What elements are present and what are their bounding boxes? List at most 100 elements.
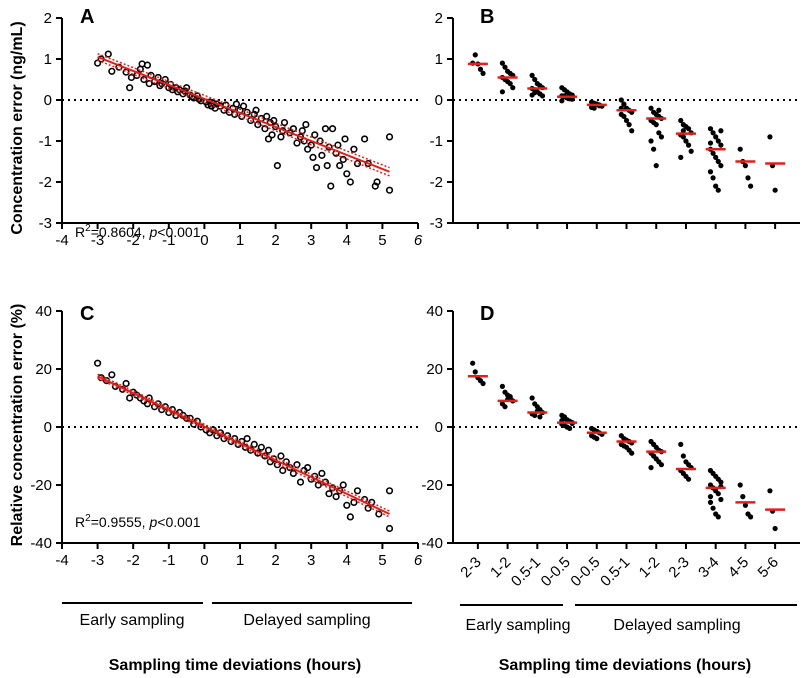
data-point-b bbox=[653, 163, 659, 169]
data-point-a bbox=[280, 118, 289, 127]
data-point-b bbox=[713, 134, 719, 140]
y-tick-label-d: -40 bbox=[421, 535, 443, 552]
y-tick-label-c: 40 bbox=[35, 303, 52, 320]
data-point-c bbox=[353, 487, 362, 495]
data-point-b bbox=[715, 138, 721, 144]
data-point-b bbox=[621, 101, 627, 107]
data-point-a bbox=[252, 106, 260, 114]
data-point-b bbox=[532, 90, 538, 96]
data-point-a bbox=[311, 131, 319, 139]
data-point-a bbox=[346, 178, 354, 186]
data-point-a bbox=[336, 162, 344, 170]
data-point-d bbox=[740, 494, 746, 500]
ci-upper-line-a bbox=[97, 52, 390, 169]
x-tick-label-c: 2 bbox=[271, 552, 279, 569]
y-tick-label-a: 2 bbox=[44, 10, 52, 27]
x-tick-label-c: 3 bbox=[307, 552, 315, 569]
data-point-b bbox=[707, 126, 714, 132]
data-point-c bbox=[314, 481, 322, 489]
data-point-b bbox=[685, 142, 692, 148]
data-point-c bbox=[385, 487, 394, 495]
data-point-b bbox=[472, 52, 478, 58]
x-tick-label-c: 4 bbox=[343, 552, 351, 569]
data-point-a bbox=[307, 141, 315, 149]
x-tick-label-c: -1 bbox=[162, 552, 175, 569]
data-point-d bbox=[658, 462, 665, 468]
data-point-b bbox=[678, 154, 684, 160]
ci-lower-line-a bbox=[97, 59, 390, 177]
data-point-a bbox=[108, 67, 116, 75]
regression-line-c bbox=[97, 375, 390, 515]
data-point-a bbox=[353, 159, 362, 168]
data-point-c bbox=[304, 464, 312, 472]
data-point-a bbox=[373, 178, 381, 186]
x-tick-label-a: -2 bbox=[127, 232, 140, 249]
data-point-a bbox=[350, 145, 358, 153]
data-point-b bbox=[656, 130, 662, 136]
data-point-d bbox=[718, 479, 724, 485]
data-point-c bbox=[277, 452, 285, 460]
data-point-c bbox=[385, 524, 394, 533]
data-point-a bbox=[385, 133, 394, 141]
y-tick-label-b: -1 bbox=[430, 133, 443, 150]
data-point-c bbox=[122, 379, 130, 388]
data-point-b bbox=[629, 128, 635, 134]
annotation-r2-c: R2=0.9555, p<0.001 bbox=[75, 513, 201, 530]
y-axis-title-bottom: Relative concentration error (%) bbox=[9, 304, 26, 547]
data-point-b bbox=[680, 128, 686, 134]
data-point-b bbox=[715, 187, 721, 193]
panel-label-b: B bbox=[480, 6, 494, 28]
data-point-b bbox=[559, 98, 565, 104]
data-point-d bbox=[502, 404, 508, 410]
data-point-a bbox=[298, 127, 306, 135]
x-tick-label-a: -3 bbox=[91, 232, 104, 249]
data-point-b bbox=[480, 70, 486, 76]
data-point-d bbox=[737, 482, 743, 488]
data-point-d bbox=[472, 369, 478, 375]
data-point-d bbox=[742, 502, 749, 508]
data-point-c bbox=[343, 501, 351, 509]
data-point-a bbox=[232, 100, 241, 108]
category-label-d: 2-3 bbox=[457, 554, 484, 581]
data-point-b bbox=[648, 138, 654, 144]
category-label-d: 0.5-1 bbox=[597, 554, 633, 590]
x-tick-label-a: 3 bbox=[307, 232, 315, 249]
x-tick-label-c: -2 bbox=[127, 552, 140, 569]
data-point-b bbox=[529, 72, 535, 78]
data-point-b bbox=[745, 175, 751, 181]
data-point-a bbox=[270, 116, 278, 125]
data-point-a bbox=[273, 162, 281, 170]
x-tick-label-a: 4 bbox=[343, 232, 351, 249]
data-point-d bbox=[678, 441, 684, 447]
data-point-c bbox=[364, 504, 372, 512]
data-point-a bbox=[239, 102, 248, 110]
category-label-d: 3-4 bbox=[695, 554, 722, 581]
data-point-b bbox=[713, 183, 719, 189]
ci-upper-line-c bbox=[97, 373, 390, 512]
data-point-b bbox=[715, 158, 721, 165]
data-point-a bbox=[268, 131, 276, 139]
y-tick-label-a: 0 bbox=[44, 92, 52, 109]
data-point-b bbox=[767, 134, 773, 140]
data-point-b bbox=[707, 169, 714, 175]
data-point-a bbox=[126, 84, 134, 92]
data-point-b bbox=[618, 97, 624, 103]
data-point-c bbox=[296, 478, 305, 486]
y-tick-label-c: -40 bbox=[30, 535, 52, 552]
data-point-c bbox=[350, 498, 358, 507]
data-point-d bbox=[537, 414, 543, 420]
data-point-b bbox=[621, 113, 627, 119]
data-point-a bbox=[341, 135, 349, 143]
data-point-b bbox=[653, 122, 659, 128]
data-point-a bbox=[264, 135, 273, 143]
data-point-c bbox=[279, 466, 287, 475]
data-point-b bbox=[707, 140, 714, 146]
category-label-d: 0-0.5 bbox=[538, 554, 574, 590]
panel-label-c: C bbox=[80, 303, 94, 325]
x-tick-label-a: 2 bbox=[271, 232, 279, 249]
data-point-d bbox=[767, 488, 773, 494]
data-point-a bbox=[312, 164, 321, 172]
data-point-c bbox=[257, 443, 265, 451]
panel-label-d: D bbox=[480, 303, 494, 325]
y-tick-label-d: 40 bbox=[426, 303, 443, 320]
